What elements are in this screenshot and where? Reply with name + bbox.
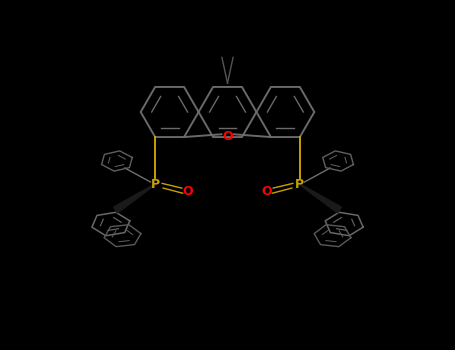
Text: O: O [262,185,273,198]
Polygon shape [114,184,156,213]
Text: O: O [182,185,193,198]
Text: O: O [222,130,233,143]
Text: P: P [151,178,160,191]
Polygon shape [299,184,341,213]
Text: P: P [295,178,304,191]
